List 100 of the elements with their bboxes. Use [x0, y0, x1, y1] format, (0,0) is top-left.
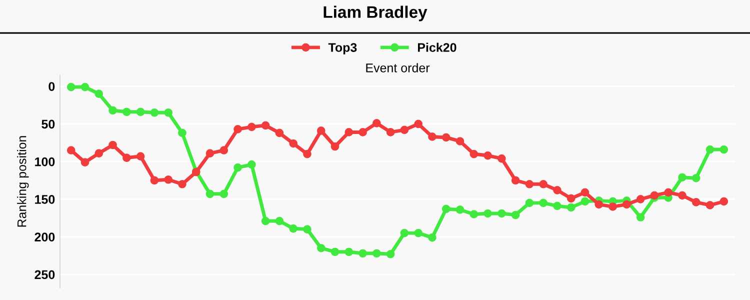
point: [248, 122, 256, 132]
point: [692, 174, 700, 182]
point: [498, 154, 506, 163]
point: [136, 108, 145, 116]
point: [206, 149, 214, 158]
point: [66, 82, 76, 92]
point: [622, 200, 631, 209]
point: [261, 121, 270, 130]
point: [566, 203, 576, 212]
point: [484, 209, 492, 218]
point: [511, 210, 520, 220]
point: [330, 248, 340, 256]
point: [289, 224, 298, 233]
x-axis-title: Event order: [366, 63, 430, 72]
point: [539, 180, 548, 188]
point: [303, 225, 312, 234]
point: [539, 198, 548, 208]
point: [108, 140, 117, 150]
point: [720, 145, 728, 154]
point: [414, 120, 422, 128]
point: [289, 139, 298, 148]
point: [248, 160, 256, 169]
point: [150, 176, 159, 185]
chart-title: Liam Bradley: [324, 6, 428, 22]
point: [220, 190, 228, 198]
point: [400, 228, 409, 238]
point: [206, 190, 214, 198]
point: [372, 249, 381, 258]
y-tick-label: 200: [34, 232, 55, 242]
point: [664, 188, 672, 197]
point: [234, 163, 242, 172]
point: [470, 210, 478, 218]
point: [316, 244, 326, 252]
point: [511, 176, 520, 185]
point: [706, 201, 714, 210]
point: [178, 128, 186, 138]
point: [678, 191, 686, 200]
point: [80, 158, 90, 166]
y-tick-label: 250: [34, 270, 55, 280]
point: [220, 146, 228, 154]
point: [178, 180, 186, 188]
point: [94, 149, 104, 158]
point: [456, 137, 464, 146]
point: [428, 132, 436, 141]
point: [344, 248, 354, 256]
point: [580, 197, 590, 206]
point: [594, 200, 604, 209]
point: [122, 108, 131, 116]
point: [80, 82, 90, 92]
point: [358, 128, 367, 136]
point: [108, 106, 117, 115]
point: [553, 186, 562, 194]
point: [386, 250, 395, 258]
point: [525, 198, 534, 208]
point: [330, 142, 340, 151]
point: [66, 146, 76, 154]
point: [122, 154, 131, 162]
point: [692, 198, 700, 206]
point: [428, 233, 436, 242]
point: [484, 151, 492, 160]
point: [275, 128, 284, 138]
point: [706, 145, 714, 154]
point: [636, 195, 645, 204]
point: [164, 108, 172, 117]
point: [275, 216, 284, 226]
legend-label: Pick20: [418, 42, 456, 52]
point: [344, 128, 354, 136]
point: [456, 206, 464, 214]
point: [580, 188, 590, 197]
point: [358, 249, 367, 258]
point: [136, 152, 145, 160]
point: [442, 204, 450, 214]
point: [316, 126, 326, 135]
point: [414, 228, 422, 238]
point: [261, 216, 270, 226]
point: [150, 108, 159, 117]
point: [372, 119, 381, 128]
y-tick-label: 150: [35, 194, 55, 204]
point: [498, 209, 506, 218]
point: [720, 197, 728, 206]
point: [94, 90, 104, 98]
legend-label: Top3: [328, 43, 357, 54]
y-axis-title: Ranking position: [17, 136, 29, 227]
y-tick-label: 0: [48, 82, 55, 91]
point: [678, 173, 686, 182]
y-tick-label: 50: [42, 120, 55, 129]
point: [303, 150, 312, 158]
point: [566, 194, 576, 203]
point: [525, 180, 534, 188]
y-tick-label: 100: [35, 157, 55, 166]
point: [164, 175, 172, 184]
point: [234, 125, 242, 134]
point: [470, 150, 478, 158]
point: [650, 191, 659, 200]
point: [442, 133, 450, 142]
point: [608, 202, 617, 211]
point: [400, 126, 409, 134]
point: [386, 128, 395, 136]
point: [636, 213, 645, 222]
point: [553, 202, 562, 210]
